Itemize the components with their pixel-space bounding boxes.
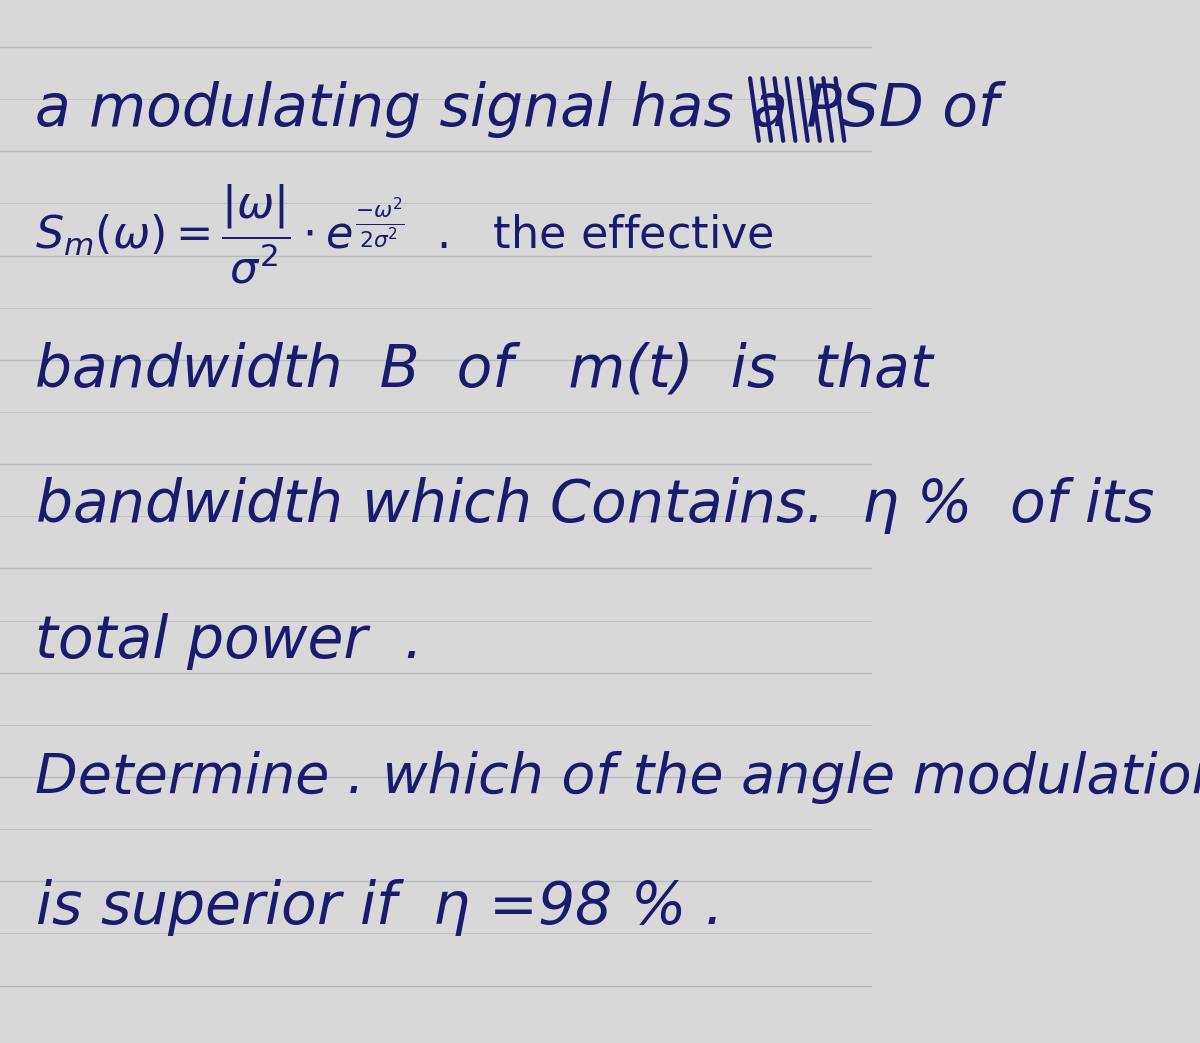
Text: Determine . which of the angle modulations: Determine . which of the angle modulatio…: [35, 751, 1200, 803]
Text: bandwidth which Contains.  $\eta$ %  of its: bandwidth which Contains. $\eta$ % of it…: [35, 476, 1154, 536]
Text: total power  .: total power .: [35, 613, 422, 670]
Text: $S_m(\omega) = \dfrac{|\omega|}{\sigma^2} \cdot e^{\frac{-\omega^2}{2\sigma^2}}$: $S_m(\omega) = \dfrac{|\omega|}{\sigma^2…: [35, 183, 774, 287]
Text: is superior if  $\eta$ =98 % .: is superior if $\eta$ =98 % .: [35, 877, 716, 938]
Text: a modulating signal has a PSD of: a modulating signal has a PSD of: [35, 81, 998, 138]
Text: bandwidth  B  of   m(t)  is  that: bandwidth B of m(t) is that: [35, 342, 932, 398]
